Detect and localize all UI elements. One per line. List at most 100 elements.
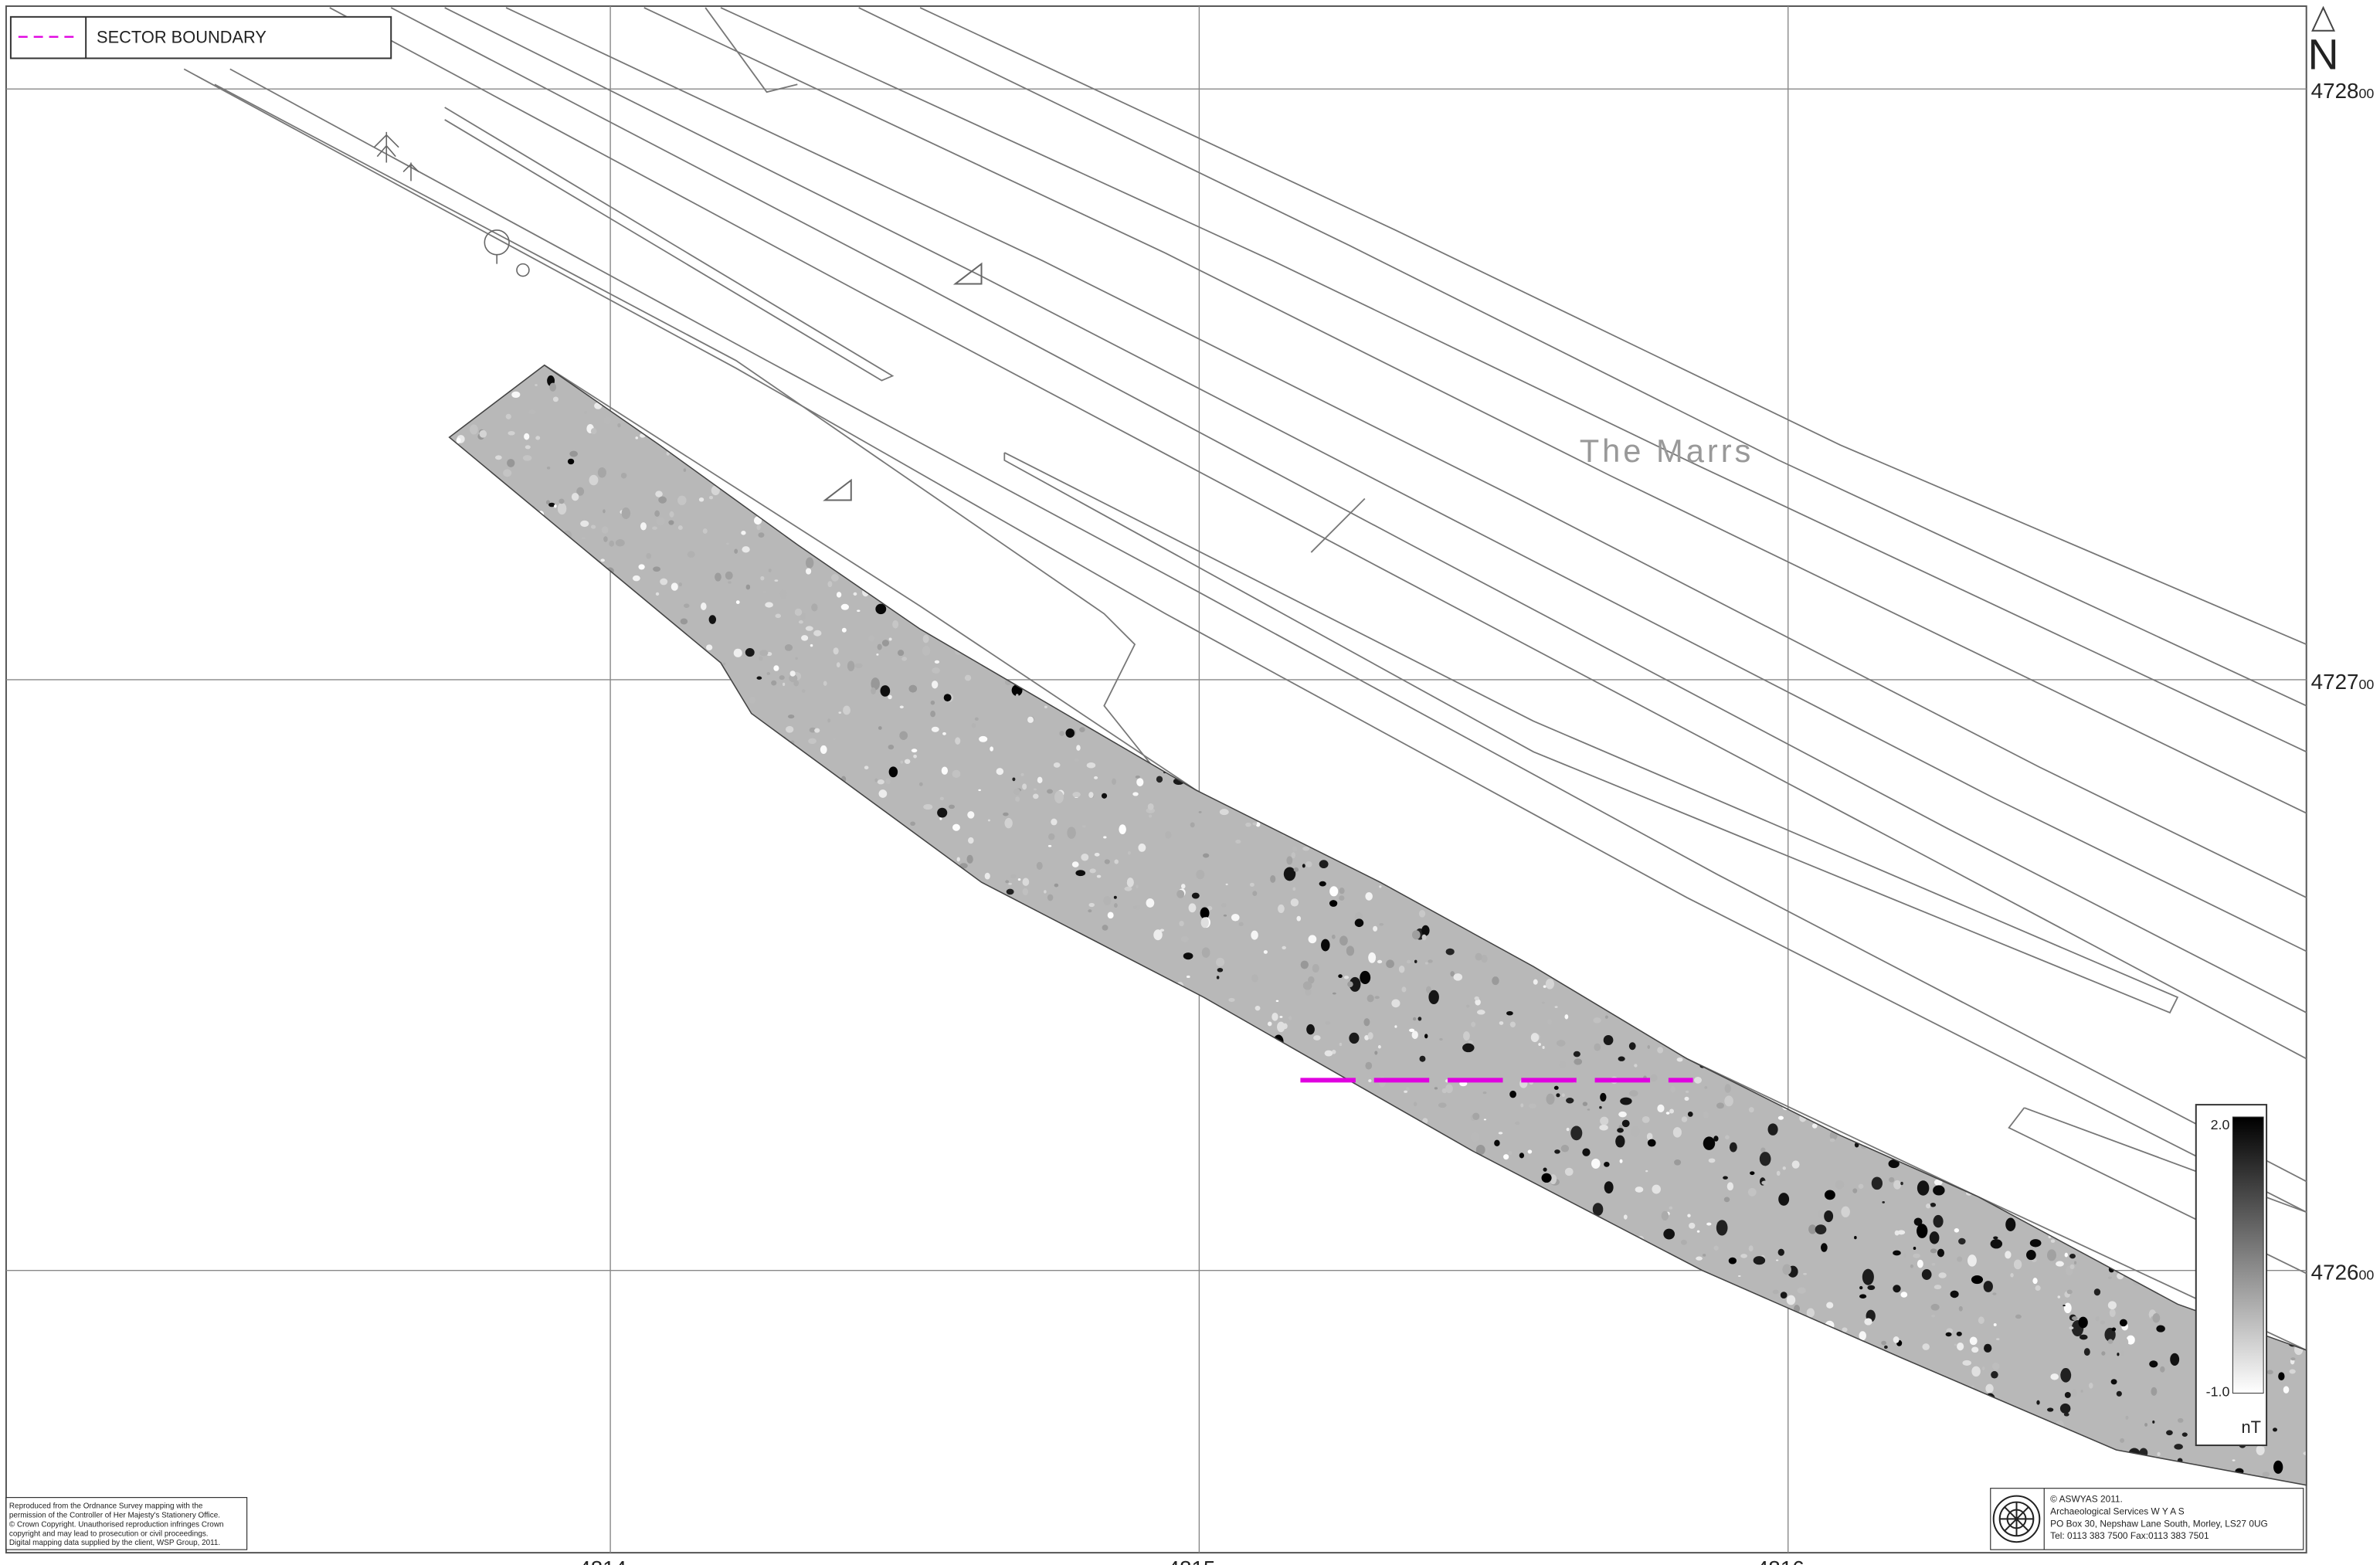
speckle bbox=[2212, 412, 2220, 420]
speckle bbox=[651, 1337, 659, 1343]
speckle bbox=[2137, 1468, 2146, 1476]
speckle bbox=[973, 1400, 981, 1409]
speckle bbox=[2026, 1250, 2036, 1260]
speckle bbox=[719, 1411, 722, 1416]
speckle bbox=[932, 1136, 939, 1144]
speckle bbox=[1282, 1125, 1291, 1136]
speckle bbox=[759, 650, 768, 656]
speckle bbox=[514, 1187, 521, 1193]
speckle bbox=[1867, 1285, 1875, 1290]
speckle bbox=[1583, 808, 1587, 811]
speckle bbox=[815, 803, 820, 806]
speckle bbox=[1478, 921, 1482, 926]
speckle bbox=[1934, 1215, 1944, 1227]
speckle bbox=[2012, 1438, 2015, 1442]
speckle bbox=[1695, 1445, 1698, 1448]
speckle bbox=[1555, 1350, 1563, 1361]
speckle bbox=[823, 433, 831, 444]
speckle bbox=[500, 1273, 503, 1275]
speckle bbox=[1987, 579, 1997, 590]
speckle bbox=[806, 798, 809, 801]
speckle bbox=[2257, 1074, 2265, 1081]
speckle bbox=[1621, 1292, 1626, 1299]
speckle bbox=[1693, 409, 1702, 416]
speckle bbox=[1922, 384, 1927, 392]
speckle bbox=[1309, 599, 1316, 606]
speckle bbox=[1197, 494, 1204, 501]
speckle bbox=[2191, 1254, 2195, 1258]
speckle bbox=[1709, 1390, 1714, 1395]
speckle bbox=[1255, 667, 1261, 674]
speckle bbox=[1165, 606, 1171, 612]
speckle bbox=[2117, 1391, 2122, 1397]
speckle bbox=[1044, 624, 1047, 629]
speckle bbox=[582, 1441, 587, 1446]
speckle bbox=[876, 653, 878, 656]
speckle bbox=[443, 1141, 449, 1146]
speckle bbox=[737, 718, 743, 721]
speckle bbox=[1031, 373, 1040, 381]
speckle bbox=[737, 1029, 742, 1035]
speckle bbox=[1892, 1373, 1900, 1384]
speckle bbox=[1436, 1139, 1439, 1142]
speckle bbox=[1499, 1021, 1504, 1025]
speckle bbox=[2020, 355, 2022, 358]
speckle bbox=[1453, 385, 1460, 394]
speckle bbox=[821, 363, 829, 370]
speckle bbox=[508, 1172, 512, 1177]
speckle bbox=[657, 1035, 662, 1039]
speckle bbox=[1687, 526, 1693, 533]
speckle bbox=[498, 1192, 506, 1201]
speckle bbox=[1344, 976, 1349, 979]
speckle bbox=[1778, 1193, 1789, 1206]
speckle bbox=[1864, 978, 1870, 984]
speckle bbox=[1974, 1122, 1978, 1128]
speckle bbox=[562, 623, 565, 627]
speckle bbox=[1979, 747, 1983, 752]
speckle bbox=[838, 861, 841, 863]
speckle bbox=[1222, 372, 1225, 375]
speckle bbox=[1035, 400, 1041, 409]
speckle bbox=[626, 1341, 631, 1344]
speckle bbox=[2052, 999, 2059, 1003]
speckle bbox=[761, 1489, 772, 1501]
speckle bbox=[1996, 534, 2004, 543]
speckle bbox=[1102, 1441, 1112, 1450]
speckle bbox=[2184, 430, 2192, 438]
speckle bbox=[2099, 510, 2107, 515]
speckle bbox=[1092, 441, 1099, 446]
speckle bbox=[1135, 1413, 1140, 1421]
speckle bbox=[518, 521, 521, 524]
speckle bbox=[2098, 1196, 2106, 1207]
speckle bbox=[1781, 749, 1792, 762]
speckle bbox=[1983, 1483, 1988, 1489]
speckle bbox=[735, 859, 740, 862]
speckle bbox=[1640, 552, 1645, 558]
speckle bbox=[1540, 377, 1545, 385]
speckle bbox=[947, 1018, 955, 1026]
speckle bbox=[1073, 1125, 1077, 1130]
speckle bbox=[2001, 1136, 2009, 1142]
speckle bbox=[1847, 1482, 1853, 1489]
speckle bbox=[1867, 420, 1871, 424]
speckle bbox=[431, 1292, 437, 1298]
speckle bbox=[1643, 804, 1649, 809]
speckle bbox=[2170, 391, 2173, 394]
speckle bbox=[733, 1005, 741, 1011]
speckle bbox=[649, 624, 658, 630]
speckle bbox=[1169, 567, 1180, 576]
speckle bbox=[1094, 1051, 1097, 1055]
speckle bbox=[1214, 1350, 1224, 1360]
speckle bbox=[1658, 554, 1669, 569]
speckle bbox=[458, 504, 465, 513]
speckle bbox=[1455, 571, 1462, 581]
speckle bbox=[909, 1452, 918, 1463]
speckle bbox=[1476, 1285, 1488, 1298]
speckle bbox=[1607, 797, 1615, 807]
speckle bbox=[1779, 1438, 1782, 1441]
speckle bbox=[749, 1125, 757, 1136]
speckle bbox=[1059, 1003, 1066, 1010]
speckle bbox=[1509, 1091, 1516, 1098]
speckle bbox=[686, 732, 694, 737]
speckle bbox=[1244, 1348, 1247, 1352]
